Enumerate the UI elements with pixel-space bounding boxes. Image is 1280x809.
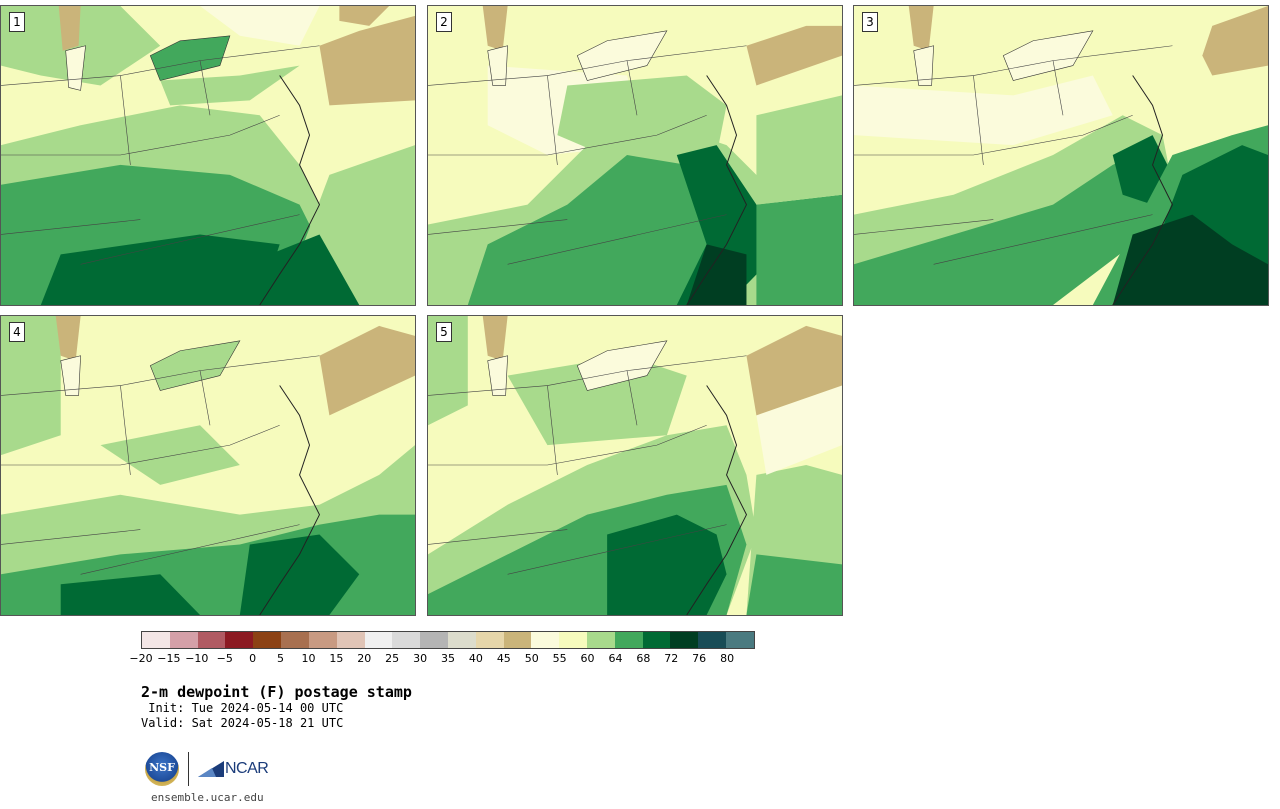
member-map-2: 2 — [427, 5, 843, 306]
colorbar-swatch — [642, 632, 671, 648]
colorbar-swatch — [670, 632, 699, 648]
member-map-3: 3 — [853, 5, 1269, 306]
colorbar-swatch — [559, 632, 587, 648]
colorbar-tick-label: 10 — [301, 652, 316, 665]
member-label: 5 — [436, 322, 452, 342]
colorbar-swatch — [142, 632, 170, 648]
nsf-logo: NSF — [145, 752, 179, 786]
colorbar-tick-label: 76 — [692, 652, 707, 665]
colorbar-tick-label: 15 — [329, 652, 344, 665]
colorbar-tick-label: 68 — [636, 652, 651, 665]
logo-divider — [188, 752, 189, 786]
colorbar-tick-label: 55 — [552, 652, 567, 665]
colorbar-tick-label: 0 — [249, 652, 257, 665]
colorbar-swatch — [475, 632, 504, 648]
colorbar-tick-label: 45 — [496, 652, 511, 665]
ncar-logo-icon — [198, 761, 224, 777]
colorbar-swatch — [197, 632, 226, 648]
member-label: 2 — [436, 12, 452, 32]
member-map-5: 5 — [427, 315, 843, 616]
valid-time: Valid: Sat 2024-05-18 21 UTC — [141, 716, 344, 730]
colorbar-ticks: −20 −15 −10 −5 0 5 10 15 20 25 30 35 40 45 50 55 60 64 68 7… — [129, 652, 755, 666]
member-label: 1 — [9, 12, 25, 32]
colorbar-tick-label: 80 — [720, 652, 735, 665]
colorbar-tick-label: −20 — [129, 652, 153, 665]
colorbar-swatch — [308, 632, 337, 648]
colorbar-swatch — [169, 632, 198, 648]
colorbar-tick-label: 30 — [413, 652, 428, 665]
colorbar-tick-label: −5 — [216, 652, 233, 665]
colorbar-swatch — [253, 632, 282, 648]
logo-bar: NSF NCAR — [145, 751, 269, 787]
colorbar-swatch — [392, 632, 421, 648]
colorbar-tick-label: −15 — [157, 652, 181, 665]
init-time: Init: Tue 2024-05-14 00 UTC — [141, 701, 344, 715]
colorbar-swatch — [447, 632, 476, 648]
dewpoint-field-1 — [1, 6, 415, 305]
member-label: 4 — [9, 322, 25, 342]
colorbar-swatch — [614, 632, 643, 648]
colorbar — [141, 631, 755, 649]
dewpoint-field-3 — [854, 6, 1268, 305]
colorbar-tick-label: 60 — [580, 652, 595, 665]
member-map-1: 1 — [0, 5, 416, 306]
colorbar-swatch — [726, 632, 754, 648]
colorbar-swatch — [420, 632, 448, 648]
member-map-4: 4 — [0, 315, 416, 616]
colorbar-swatch — [531, 632, 560, 648]
colorbar-swatch — [364, 632, 393, 648]
colorbar-swatch — [698, 632, 727, 648]
colorbar-swatch — [336, 632, 365, 648]
chart-title: 2-m dewpoint (F) postage stamp — [141, 683, 412, 701]
colorbar-swatch — [281, 632, 309, 648]
colorbar-tick-label: 25 — [385, 652, 400, 665]
colorbar-swatch — [503, 632, 532, 648]
colorbar-tick-label: −10 — [185, 652, 209, 665]
dewpoint-field-5 — [428, 316, 842, 615]
colorbar-swatch — [225, 632, 254, 648]
colorbar-tick-label: 64 — [608, 652, 623, 665]
ncar-logo-text: NCAR — [225, 760, 269, 777]
dewpoint-field-4 — [1, 316, 415, 615]
colorbar-tick-label: 20 — [357, 652, 372, 665]
site-url: ensemble.ucar.edu — [151, 791, 264, 804]
colorbar-tick-label: 72 — [664, 652, 679, 665]
colorbar-tick-label: 5 — [277, 652, 285, 665]
colorbar-tick-label: 40 — [468, 652, 483, 665]
member-label: 3 — [862, 12, 878, 32]
dewpoint-field-2 — [428, 6, 842, 305]
nsf-logo-text: NSF — [149, 761, 175, 774]
colorbar-tick-label: 35 — [441, 652, 455, 665]
colorbar-tick-label: 50 — [524, 652, 539, 665]
colorbar-swatch — [587, 632, 615, 648]
